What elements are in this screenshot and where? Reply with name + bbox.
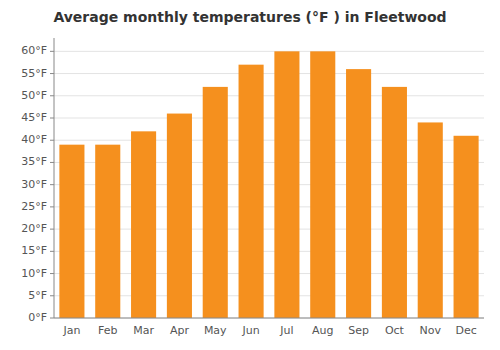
y-tick xyxy=(50,51,54,52)
grid-line xyxy=(54,73,484,74)
x-axis: Jan Feb Mar Apr May Jun Jul Aug Sep Oct Nov Dec xyxy=(62,324,476,337)
x-axis-line xyxy=(54,318,484,319)
x-tick-label: Sep xyxy=(348,324,369,337)
y-tick-label: 35°F xyxy=(21,155,47,168)
chart: Average monthly temperatures (°F ) in Fl… xyxy=(0,0,500,350)
grid-line xyxy=(54,118,484,119)
grid-line xyxy=(54,318,484,319)
y-tick-label: 30°F xyxy=(21,178,47,191)
grid-line xyxy=(54,95,484,96)
y-tick xyxy=(50,184,54,185)
bar xyxy=(454,136,479,318)
title: Average monthly temperatures (°F ) in Fl… xyxy=(53,9,446,25)
y-tick xyxy=(50,273,54,274)
bar xyxy=(203,87,228,318)
y-tick-label: 55°F xyxy=(21,67,47,80)
y-tick xyxy=(50,118,54,119)
y-tick xyxy=(50,73,54,74)
y-tick xyxy=(50,295,54,296)
y-tick-label: 0°F xyxy=(28,311,47,324)
y-tick-label: 15°F xyxy=(21,244,47,257)
x-tick-label: May xyxy=(204,324,227,337)
y-tick-label: 25°F xyxy=(21,200,47,213)
bar xyxy=(167,114,192,318)
y-tick xyxy=(50,229,54,230)
x-tick-label: Jul xyxy=(279,324,293,337)
bar xyxy=(346,69,371,318)
bar xyxy=(274,51,299,318)
x-tick-label: Mar xyxy=(133,324,154,337)
y-axis: 0°F 5°F 10°F 15°F 20°F 25°F 30°F 35°F 40°F 45°F 50… xyxy=(21,44,484,324)
bar xyxy=(95,145,120,318)
bar xyxy=(382,87,407,318)
bar xyxy=(418,122,443,318)
bars xyxy=(59,51,478,318)
y-tick xyxy=(50,206,54,207)
x-tick-label: Jan xyxy=(62,324,80,337)
y-tick-label: 5°F xyxy=(28,289,47,302)
y-tick-label: 60°F xyxy=(21,44,47,57)
bar xyxy=(59,145,84,318)
y-tick-label: 50°F xyxy=(21,89,47,102)
x-tick-label: Nov xyxy=(420,324,442,337)
bar xyxy=(310,51,335,318)
x-tick-label: Oct xyxy=(385,324,405,337)
grid-line xyxy=(54,51,484,52)
x-tick-label: Feb xyxy=(98,324,117,337)
y-tick xyxy=(50,95,54,96)
bar xyxy=(239,65,264,318)
y-tick-label: 40°F xyxy=(21,133,47,146)
y-tick xyxy=(50,318,54,319)
x-tick-label: Aug xyxy=(312,324,333,337)
y-tick xyxy=(50,251,54,252)
y-tick-label: 10°F xyxy=(21,267,47,280)
y-axis-line xyxy=(54,38,55,318)
x-tick-label: Dec xyxy=(455,324,476,337)
y-tick xyxy=(50,162,54,163)
y-tick xyxy=(50,140,54,141)
x-tick-label: Jun xyxy=(241,324,259,337)
y-tick-label: 20°F xyxy=(21,222,47,235)
bar xyxy=(131,131,156,318)
y-tick-label: 45°F xyxy=(21,111,47,124)
chart-container: Average monthly temperatures (°F ) in Fl… xyxy=(0,0,500,350)
x-tick-label: Apr xyxy=(170,324,190,337)
